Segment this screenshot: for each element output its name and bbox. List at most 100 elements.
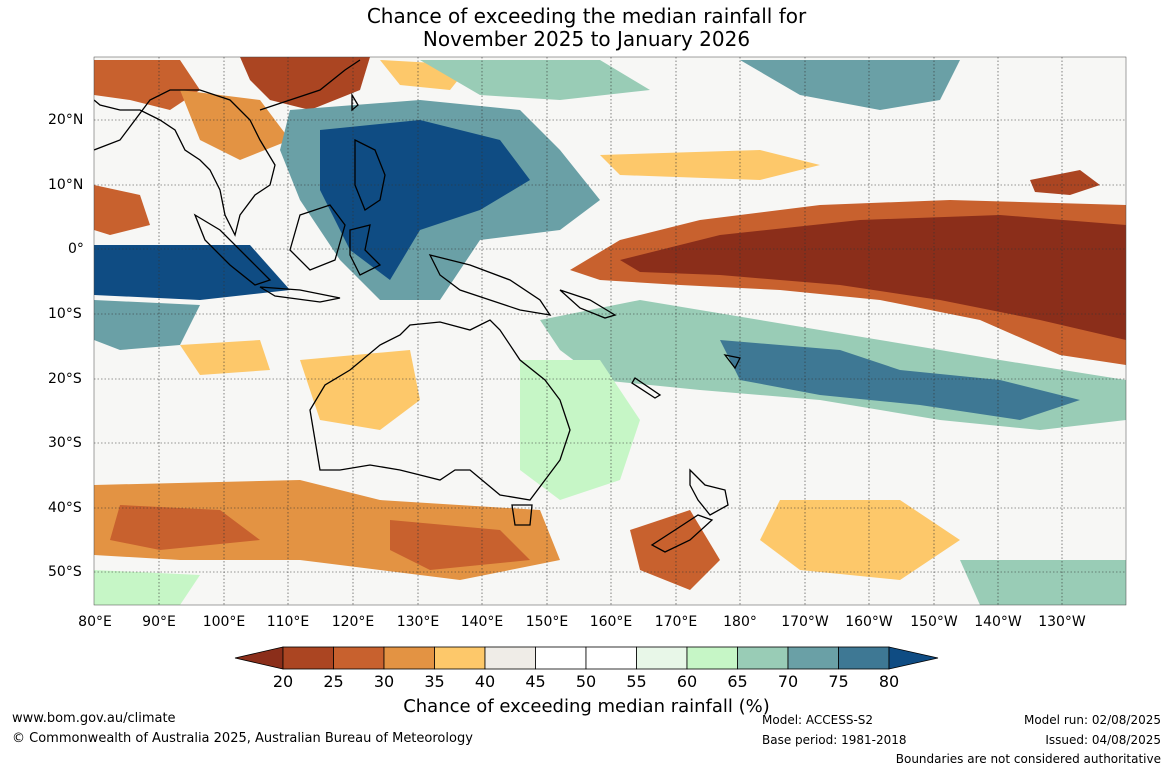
colorbar-bin [282,646,334,670]
lon-label-120e: 120°E [331,614,375,630]
region-south-pacific-dry [760,500,960,580]
coast-taiwan [351,92,359,112]
colorbar-bin [787,646,839,670]
colorbar-bin [737,646,789,670]
footer-copyright: © Commonwealth of Australia 2025, Austra… [12,731,473,746]
lon-label-170w: 170°W [781,614,829,630]
map-frame [93,56,1127,606]
footer-issued: Issued: 04/08/2025 [1045,733,1161,747]
lon-label-100e: 100°E [202,614,246,630]
region-hawaii-dry [1030,170,1100,195]
coast-philippines [354,138,386,211]
colorbar-extend-low [234,646,284,670]
colorbar-tick-label: 40 [474,672,496,691]
lon-label-110e: 110°E [266,614,310,630]
lat-label-40s: 40°S [48,500,82,516]
region-southern-ocean-wet-west [94,570,200,605]
region-southern-ocean-very-dry [110,505,260,550]
region-se-asia-dry [180,90,290,160]
region-nz-south-dry [630,510,720,590]
map-title-line2: November 2025 to January 2026 [422,27,751,51]
colorbar-bin [636,646,688,670]
lon-label-140w: 140°W [974,614,1022,630]
coast-new-zealand-south [650,514,714,553]
region-maritime-continent-very-wet [320,120,530,280]
lon-label-130w: 130°W [1038,614,1086,630]
lon-label-140e: 140°E [460,614,504,630]
region-east-australia-wet [520,360,640,500]
lat-label-30s: 30°S [48,435,82,451]
colorbar-extend-high [888,646,939,670]
colorbar-bin [484,646,536,670]
region-nw-pacific-wet [420,60,650,100]
lat-label-10n: 10°N [48,177,84,193]
region-west-australia-dry [300,350,420,430]
lat-label-10s: 10°S [48,306,82,322]
region-spcz-very-wet [720,340,1080,420]
coast-fiji [723,354,741,370]
lon-label-160w: 160°W [845,614,893,630]
colorbar-tick-label: 75 [828,672,849,691]
coast-new-zealand-north [689,468,729,516]
map-graticule [94,57,1126,605]
colorbar-tick-label: 45 [525,672,546,691]
colorbar-bin [434,646,486,670]
lon-label-80e: 80°E [78,614,112,630]
lon-label-180: 180° [723,614,757,630]
region-tasman-south-dry [390,520,530,570]
footer-disclaimer: Boundaries are not considered authoritat… [895,752,1161,766]
colorbar-bin [333,646,385,670]
colorbar-tick-label: 80 [878,672,900,691]
coast-borneo [289,204,346,271]
coast-new-guinea [428,254,552,316]
region-indian-ocean-wet [94,300,200,350]
region-east-indian-ocean-wet [94,245,290,300]
lon-label-160e: 160°E [589,614,633,630]
region-equatorial-pacific-very-dry [620,215,1126,340]
coastlines [94,59,741,553]
footer-model: Model: ACCESS-S2 [762,713,874,727]
coast-asia-mainland [94,89,276,237]
footer-base-period: Base period: 1981-2018 [762,733,907,747]
colorbar-tick-label: 70 [777,672,799,691]
colorbar-bin [383,646,435,670]
lat-label-0: 0° [68,241,84,257]
colorbar-tick-label: 25 [323,672,344,691]
colorbar-tick-label: 35 [424,672,445,691]
region-indian-ocean-dry [94,185,150,235]
colorbar-tick-label: 20 [272,672,294,691]
coast-solomon [559,289,617,319]
lat-label-20n: 20°N [48,112,84,128]
coast-sumatra [193,213,272,286]
coast-china [259,59,361,111]
colorbar-bin [838,646,890,670]
footer-model-run: Model run: 02/08/2025 [1023,713,1161,727]
map-title-line1: Chance of exceeding the median rainfall … [366,4,807,28]
region-south-indian-dry [180,340,270,375]
lon-label-150w: 150°W [910,614,958,630]
lon-label-150e: 150°E [525,614,569,630]
region-india-dry [94,60,200,110]
coast-java [259,286,341,303]
coast-tasmania [511,504,533,526]
lat-label-20s: 20°S [48,371,82,387]
region-n-pacific-wet [740,60,960,110]
colorbar-bin [585,646,637,670]
colorbar-tick-label: 55 [626,672,647,691]
lon-label-170e: 170°E [654,614,698,630]
colorbar-tick-label: 60 [676,672,698,691]
coast-new-caledonia [631,377,662,399]
colorbar-tick-label: 30 [373,672,395,691]
colorbar-tick-label: 65 [727,672,748,691]
region-north-pacific-dry [600,150,820,180]
region-southern-ocean-wet-east [960,560,1126,605]
colorbar-bin [535,646,587,670]
coast-sulawesi [349,224,382,276]
lon-label-90e: 90°E [142,614,176,630]
colorbar-tick-label: 50 [575,672,597,691]
coast-australia [309,319,571,501]
region-china-dry [240,57,370,110]
rainfall-probability-map [93,56,1127,606]
footer-website: www.bom.gov.au/climate [12,711,176,726]
lon-label-130e: 130°E [396,614,440,630]
